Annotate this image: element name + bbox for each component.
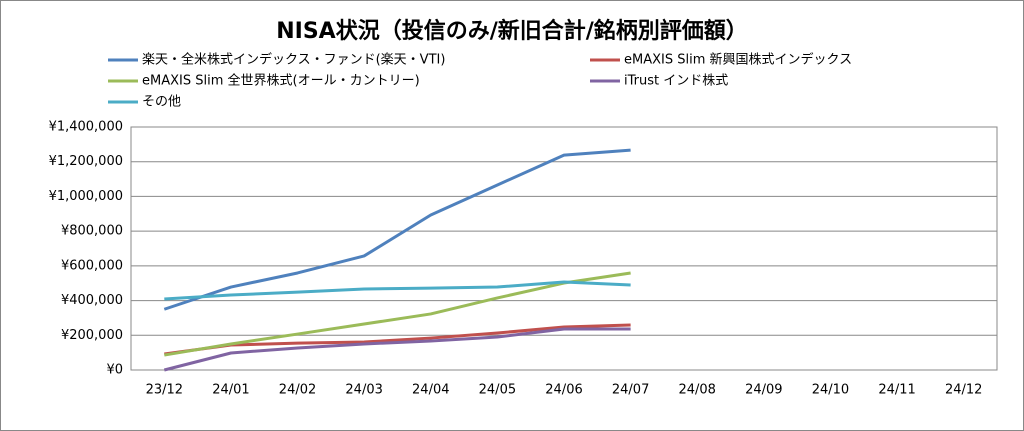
series-line — [164, 271, 631, 357]
series-line — [163, 327, 631, 372]
y-tick-label: ¥200,000 — [61, 328, 123, 343]
series-line — [164, 323, 631, 356]
series-line — [164, 280, 631, 301]
x-tick-label: 24/08 — [678, 383, 715, 398]
x-tick-label: 23/12 — [146, 383, 183, 398]
legend-label: その他 — [142, 95, 181, 110]
y-tick-label: ¥1,200,000 — [49, 154, 123, 169]
x-tick-label: 24/01 — [212, 383, 249, 398]
x-tick-label: 24/02 — [279, 383, 316, 398]
x-tick-label: 24/09 — [745, 383, 782, 398]
series-line — [163, 148, 631, 311]
y-tick-label: ¥800,000 — [61, 224, 123, 239]
y-tick-label: ¥600,000 — [61, 258, 123, 273]
y-tick-label: ¥1,400,000 — [49, 120, 123, 135]
x-tick-label: 24/07 — [612, 383, 649, 398]
x-tick-label: 24/11 — [878, 383, 915, 398]
x-tick-label: 24/06 — [545, 383, 582, 398]
y-tick-label: ¥0 — [106, 363, 123, 378]
y-tick-label: ¥1,000,000 — [49, 189, 123, 204]
x-tick-label: 24/12 — [945, 383, 982, 398]
y-tick-label: ¥400,000 — [61, 293, 123, 308]
x-tick-label: 24/05 — [479, 383, 516, 398]
legend-label: iTrust インド株式 — [624, 74, 728, 89]
legend-label: 楽天・全米株式インデックス・ファンド(楽天・VTI) — [142, 52, 445, 68]
x-tick-label: 24/03 — [345, 383, 382, 398]
legend-label: eMAXIS Slim 全世界株式(オール・カントリー) — [142, 73, 420, 89]
x-tick-label: 24/04 — [412, 383, 449, 398]
legend-label: eMAXIS Slim 新興国株式インデックス — [624, 52, 852, 68]
x-tick-label: 24/10 — [812, 383, 849, 398]
chart-title: NISA状況（投信のみ/新旧合計/銘柄別評価額） — [276, 18, 748, 44]
